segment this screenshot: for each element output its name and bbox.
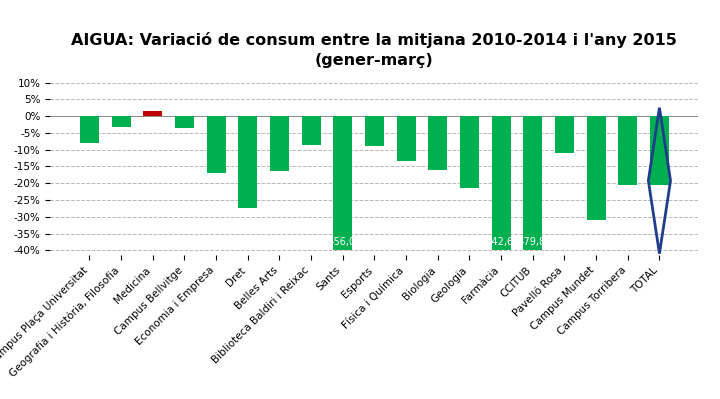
Bar xyxy=(112,116,130,127)
Bar xyxy=(428,116,447,170)
Bar xyxy=(555,116,574,153)
Bar xyxy=(460,116,479,188)
Bar xyxy=(587,116,606,220)
Bar xyxy=(333,116,352,250)
Bar xyxy=(143,111,162,116)
Bar xyxy=(618,116,637,185)
Bar xyxy=(492,116,510,250)
Bar xyxy=(365,116,384,146)
Bar xyxy=(238,116,257,208)
Text: -56,0: -56,0 xyxy=(330,237,355,247)
Title: AIGUA: Variació de consum entre la mitjana 2010-2014 i l'any 2015
(gener-març): AIGUA: Variació de consum entre la mitja… xyxy=(71,32,678,68)
Bar xyxy=(270,116,289,172)
Bar xyxy=(207,116,225,173)
Text: -79,8: -79,8 xyxy=(520,237,545,247)
Bar xyxy=(80,116,99,143)
Bar xyxy=(175,116,194,128)
Bar xyxy=(302,116,320,144)
Bar xyxy=(650,116,669,185)
Bar xyxy=(397,116,415,161)
Text: -42,6: -42,6 xyxy=(489,237,513,247)
Bar xyxy=(523,116,542,250)
